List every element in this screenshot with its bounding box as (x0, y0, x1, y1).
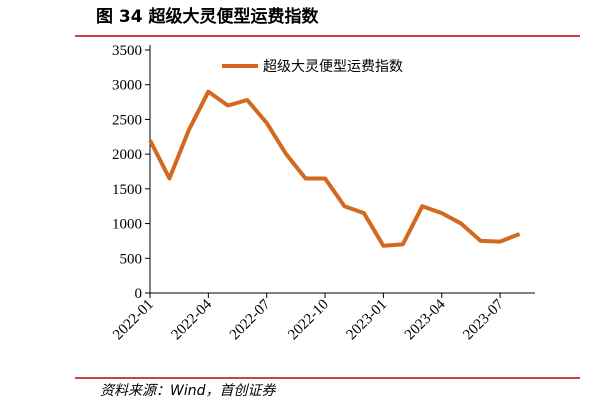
y-tick-label: 2000 (112, 147, 142, 163)
x-tick-label: 2022-04 (169, 296, 216, 343)
x-tick-label: 2022-07 (227, 296, 274, 343)
y-tick-label: 2500 (112, 112, 142, 128)
x-tick-label: 2023-01 (344, 297, 391, 344)
series-line (148, 89, 521, 248)
x-tick-label: 2023-04 (402, 296, 449, 343)
y-tick-label: 0 (135, 286, 143, 302)
y-tick-label: 3500 (112, 43, 142, 59)
x-tick-label: 2022-10 (285, 297, 332, 344)
y-tick-label: 3000 (112, 78, 142, 94)
legend-label: 超级大灵便型运费指数 (263, 59, 403, 75)
y-tick-label: 1500 (112, 182, 142, 198)
x-tick-label: 2022-01 (110, 297, 157, 344)
chart-title: 图 34 超级大灵便型运费指数 (96, 6, 319, 27)
y-tick-label: 1000 (112, 217, 142, 233)
source: 资料来源：Wind，首创证券 (100, 383, 276, 399)
x-tick-label: 2023-07 (460, 296, 507, 343)
y-tick-label: 500 (120, 251, 143, 267)
